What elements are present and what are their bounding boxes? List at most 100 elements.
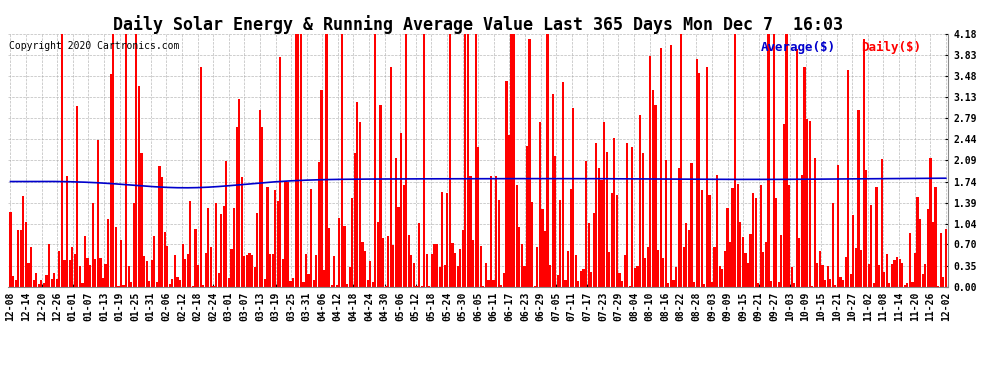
Bar bbox=[387, 236, 389, 287]
Bar bbox=[529, 39, 531, 287]
Bar bbox=[632, 147, 634, 287]
Bar bbox=[469, 176, 471, 287]
Bar bbox=[873, 283, 875, 287]
Bar bbox=[258, 110, 260, 287]
Bar bbox=[158, 166, 160, 287]
Bar bbox=[732, 188, 734, 287]
Bar bbox=[785, 34, 788, 287]
Bar bbox=[714, 247, 716, 287]
Bar bbox=[297, 34, 299, 287]
Bar bbox=[20, 230, 22, 287]
Bar bbox=[136, 34, 138, 287]
Bar bbox=[148, 281, 150, 287]
Bar bbox=[220, 214, 223, 287]
Bar bbox=[200, 66, 202, 287]
Bar bbox=[218, 273, 220, 287]
Bar bbox=[371, 282, 374, 287]
Bar bbox=[899, 259, 901, 287]
Bar bbox=[752, 193, 754, 287]
Bar bbox=[256, 213, 258, 287]
Bar bbox=[914, 253, 916, 287]
Bar bbox=[572, 108, 574, 287]
Bar bbox=[734, 34, 737, 287]
Bar bbox=[796, 50, 798, 287]
Bar bbox=[434, 244, 436, 287]
Bar bbox=[549, 265, 551, 287]
Bar bbox=[798, 238, 801, 287]
Bar bbox=[467, 34, 469, 287]
Bar bbox=[672, 280, 674, 287]
Bar bbox=[577, 281, 579, 287]
Bar bbox=[326, 34, 328, 287]
Bar bbox=[125, 34, 128, 287]
Text: Copyright 2020 Cartronics.com: Copyright 2020 Cartronics.com bbox=[9, 41, 179, 51]
Bar bbox=[919, 219, 922, 287]
Bar bbox=[33, 280, 35, 287]
Bar bbox=[223, 206, 225, 287]
Bar bbox=[120, 240, 122, 287]
Bar bbox=[562, 82, 564, 287]
Bar bbox=[310, 189, 312, 287]
Bar bbox=[901, 263, 903, 287]
Bar bbox=[634, 268, 636, 287]
Bar bbox=[358, 122, 361, 287]
Bar bbox=[12, 276, 14, 287]
Bar bbox=[511, 34, 513, 287]
Bar bbox=[300, 34, 302, 287]
Bar bbox=[397, 207, 400, 287]
Bar bbox=[461, 230, 464, 287]
Bar bbox=[289, 280, 292, 287]
Bar bbox=[416, 286, 418, 287]
Bar bbox=[922, 274, 924, 287]
Bar bbox=[505, 81, 508, 287]
Bar bbox=[500, 285, 502, 287]
Bar bbox=[86, 258, 89, 287]
Bar bbox=[927, 210, 929, 287]
Bar bbox=[423, 34, 426, 287]
Bar bbox=[344, 226, 346, 287]
Bar bbox=[829, 279, 832, 287]
Bar bbox=[323, 270, 325, 287]
Bar bbox=[719, 266, 721, 287]
Bar bbox=[451, 243, 453, 287]
Bar bbox=[187, 254, 189, 287]
Bar bbox=[341, 34, 344, 287]
Bar bbox=[30, 247, 32, 287]
Bar bbox=[115, 227, 117, 287]
Bar bbox=[128, 266, 130, 287]
Bar bbox=[339, 217, 341, 287]
Title: Daily Solar Energy & Running Average Value Last 365 Days Mon Dec 7  16:03: Daily Solar Energy & Running Average Val… bbox=[113, 15, 843, 34]
Bar bbox=[524, 266, 526, 287]
Bar bbox=[611, 193, 613, 287]
Bar bbox=[250, 255, 253, 287]
Bar bbox=[932, 222, 935, 287]
Bar bbox=[110, 74, 112, 287]
Bar bbox=[942, 278, 944, 287]
Bar bbox=[356, 102, 358, 287]
Bar bbox=[408, 235, 410, 287]
Bar bbox=[477, 147, 479, 287]
Bar bbox=[181, 244, 184, 287]
Bar bbox=[143, 256, 146, 287]
Bar bbox=[575, 255, 577, 287]
Bar bbox=[811, 286, 814, 287]
Bar bbox=[334, 256, 336, 287]
Bar bbox=[112, 34, 115, 287]
Bar bbox=[9, 212, 12, 287]
Bar bbox=[146, 261, 148, 287]
Bar bbox=[526, 146, 528, 287]
Bar bbox=[867, 264, 870, 287]
Bar bbox=[870, 206, 872, 287]
Bar bbox=[305, 254, 307, 287]
Bar bbox=[788, 185, 790, 287]
Bar bbox=[202, 285, 204, 287]
Bar bbox=[213, 286, 215, 287]
Bar bbox=[133, 204, 135, 287]
Bar bbox=[99, 258, 102, 287]
Bar bbox=[624, 255, 626, 287]
Bar bbox=[79, 266, 81, 287]
Bar bbox=[809, 121, 811, 287]
Bar bbox=[66, 176, 68, 287]
Bar bbox=[236, 127, 238, 287]
Bar bbox=[205, 253, 207, 287]
